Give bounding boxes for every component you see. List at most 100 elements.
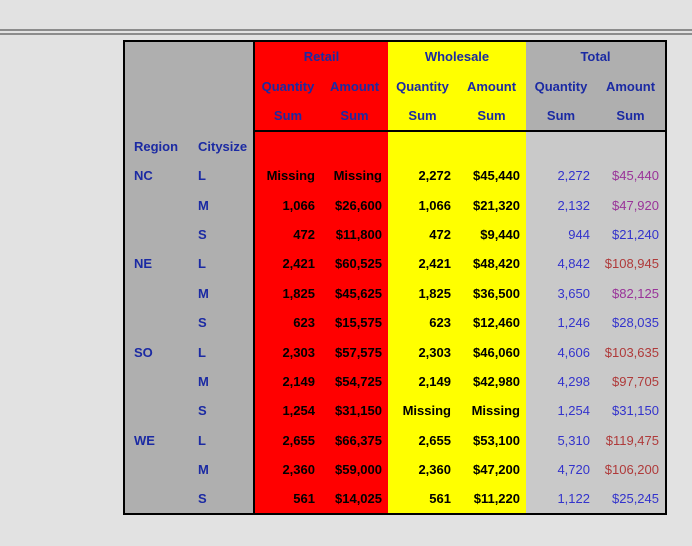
wholesale-quantity-header: Quantity	[388, 71, 457, 101]
statistic-header-row: Sum Sum Sum Sum Sum Sum	[124, 101, 666, 132]
retail-amount-cell: $45,625	[321, 278, 388, 308]
total-amount-cell: $45,440	[596, 161, 666, 191]
retail-amount-cell: $59,000	[321, 454, 388, 485]
wholesale-quantity-cell: 1,825	[388, 278, 457, 308]
wholesale-quantity-cell: 2,303	[388, 337, 457, 367]
region-cell	[124, 396, 190, 426]
region-cell: WE	[124, 425, 190, 455]
total-amount-cell: $97,705	[596, 366, 666, 397]
wholesale-amount-cell: $21,320	[457, 190, 526, 220]
table-row: SO L 2,303 $57,575 2,303 $46,060 4,606 $…	[124, 337, 666, 367]
sum-label: Sum	[321, 101, 388, 132]
citysize-cell: S	[190, 484, 255, 514]
retail-quantity-cell: 2,421	[254, 249, 321, 279]
wholesale-quantity-cell: 2,149	[388, 366, 457, 397]
region-cell: NC	[124, 161, 190, 191]
table-row: M 1,066 $26,600 1,066 $21,320 2,132 $47,…	[124, 190, 666, 220]
wholesale-amount-cell: $46,060	[457, 337, 526, 367]
total-amount-header: Amount	[596, 71, 666, 101]
total-quantity-cell: 2,132	[526, 190, 596, 220]
wholesale-quantity-cell: 561	[388, 484, 457, 514]
total-amount-cell: $106,200	[596, 454, 666, 485]
column-group-retail: Retail	[254, 41, 388, 71]
total-amount-cell: $103,635	[596, 337, 666, 367]
stub-header-cell	[124, 41, 255, 131]
wholesale-quantity-cell: Missing	[388, 396, 457, 426]
citysize-cell: M	[190, 366, 255, 397]
wholesale-quantity-cell: 1,066	[388, 190, 457, 220]
total-quantity-cell: 944	[526, 219, 596, 250]
citysize-cell: L	[190, 425, 255, 455]
wholesale-amount-cell: Missing	[457, 396, 526, 426]
retail-amount-cell: $15,575	[321, 307, 388, 338]
region-cell	[124, 307, 190, 338]
retail-quantity-cell: 2,655	[254, 425, 321, 455]
wholesale-quantity-cell: 2,272	[388, 161, 457, 191]
summary-table: Retail Wholesale Total Quantity Amount Q…	[123, 40, 667, 515]
wholesale-amount-cell: $36,500	[457, 278, 526, 308]
table-row: M 2,360 $59,000 2,360 $47,200 4,720 $106…	[124, 454, 666, 485]
region-cell	[124, 219, 190, 250]
wholesale-amount-cell: $48,420	[457, 249, 526, 279]
wholesale-quantity-cell: 623	[388, 307, 457, 338]
wholesale-quantity-cell: 2,360	[388, 454, 457, 485]
retail-amount-cell: Missing	[321, 161, 388, 191]
wholesale-amount-cell: $45,440	[457, 161, 526, 191]
region-cell	[124, 366, 190, 397]
total-amount-cell: $25,245	[596, 484, 666, 514]
retail-amount-cell: $26,600	[321, 190, 388, 220]
citysize-cell: S	[190, 307, 255, 338]
total-quantity-cell: 3,650	[526, 278, 596, 308]
citysize-cell: M	[190, 190, 255, 220]
wholesale-quantity-cell: 472	[388, 219, 457, 250]
group-header-row: Retail Wholesale Total	[124, 41, 666, 131]
spacer-cell	[321, 131, 388, 161]
wholesale-amount-header: Amount	[457, 71, 526, 101]
citysize-cell: L	[190, 337, 255, 367]
retail-quantity-cell: 623	[254, 307, 321, 338]
citysize-cell: M	[190, 278, 255, 308]
total-quantity-cell: 2,272	[526, 161, 596, 191]
citysize-cell: L	[190, 161, 255, 191]
column-group-wholesale: Wholesale	[388, 41, 526, 71]
table-row: WE L 2,655 $66,375 2,655 $53,100 5,310 $…	[124, 425, 666, 455]
measure-header-row: Quantity Amount Quantity Amount Quantity…	[124, 71, 666, 101]
total-quantity-cell: 4,842	[526, 249, 596, 279]
wholesale-amount-cell: $9,440	[457, 219, 526, 250]
wholesale-amount-cell: $11,220	[457, 484, 526, 514]
retail-quantity-cell: 1,254	[254, 396, 321, 426]
region-cell: SO	[124, 337, 190, 367]
citysize-header: Citysize	[190, 131, 255, 161]
retail-quantity-cell: 2,360	[254, 454, 321, 485]
column-group-total: Total	[526, 41, 666, 71]
table-row: M 2,149 $54,725 2,149 $42,980 4,298 $97,…	[124, 366, 666, 397]
spacer-cell	[526, 131, 596, 161]
total-quantity-cell: 4,298	[526, 366, 596, 397]
total-quantity-cell: 5,310	[526, 425, 596, 455]
retail-quantity-header: Quantity	[254, 71, 321, 101]
citysize-cell: S	[190, 396, 255, 426]
wholesale-amount-cell: $42,980	[457, 366, 526, 397]
region-header: Region	[124, 131, 190, 161]
retail-quantity-cell: 1,825	[254, 278, 321, 308]
total-quantity-cell: 1,246	[526, 307, 596, 338]
total-amount-cell: $47,920	[596, 190, 666, 220]
retail-amount-cell: $57,575	[321, 337, 388, 367]
retail-amount-cell: $60,525	[321, 249, 388, 279]
table-row: NE L 2,421 $60,525 2,421 $48,420 4,842 $…	[124, 249, 666, 279]
retail-amount-cell: $54,725	[321, 366, 388, 397]
sum-label: Sum	[526, 101, 596, 132]
page-separator-rule	[0, 29, 692, 35]
region-cell: NE	[124, 249, 190, 279]
retail-quantity-cell: 2,149	[254, 366, 321, 397]
total-amount-cell: $31,150	[596, 396, 666, 426]
spacer-cell	[457, 131, 526, 161]
wholesale-amount-cell: $53,100	[457, 425, 526, 455]
table-row: S 561 $14,025 561 $11,220 1,122 $25,245	[124, 484, 666, 514]
citysize-cell: M	[190, 454, 255, 485]
citysize-cell: L	[190, 249, 255, 279]
retail-quantity-cell: 1,066	[254, 190, 321, 220]
retail-amount-cell: $66,375	[321, 425, 388, 455]
total-amount-cell: $108,945	[596, 249, 666, 279]
